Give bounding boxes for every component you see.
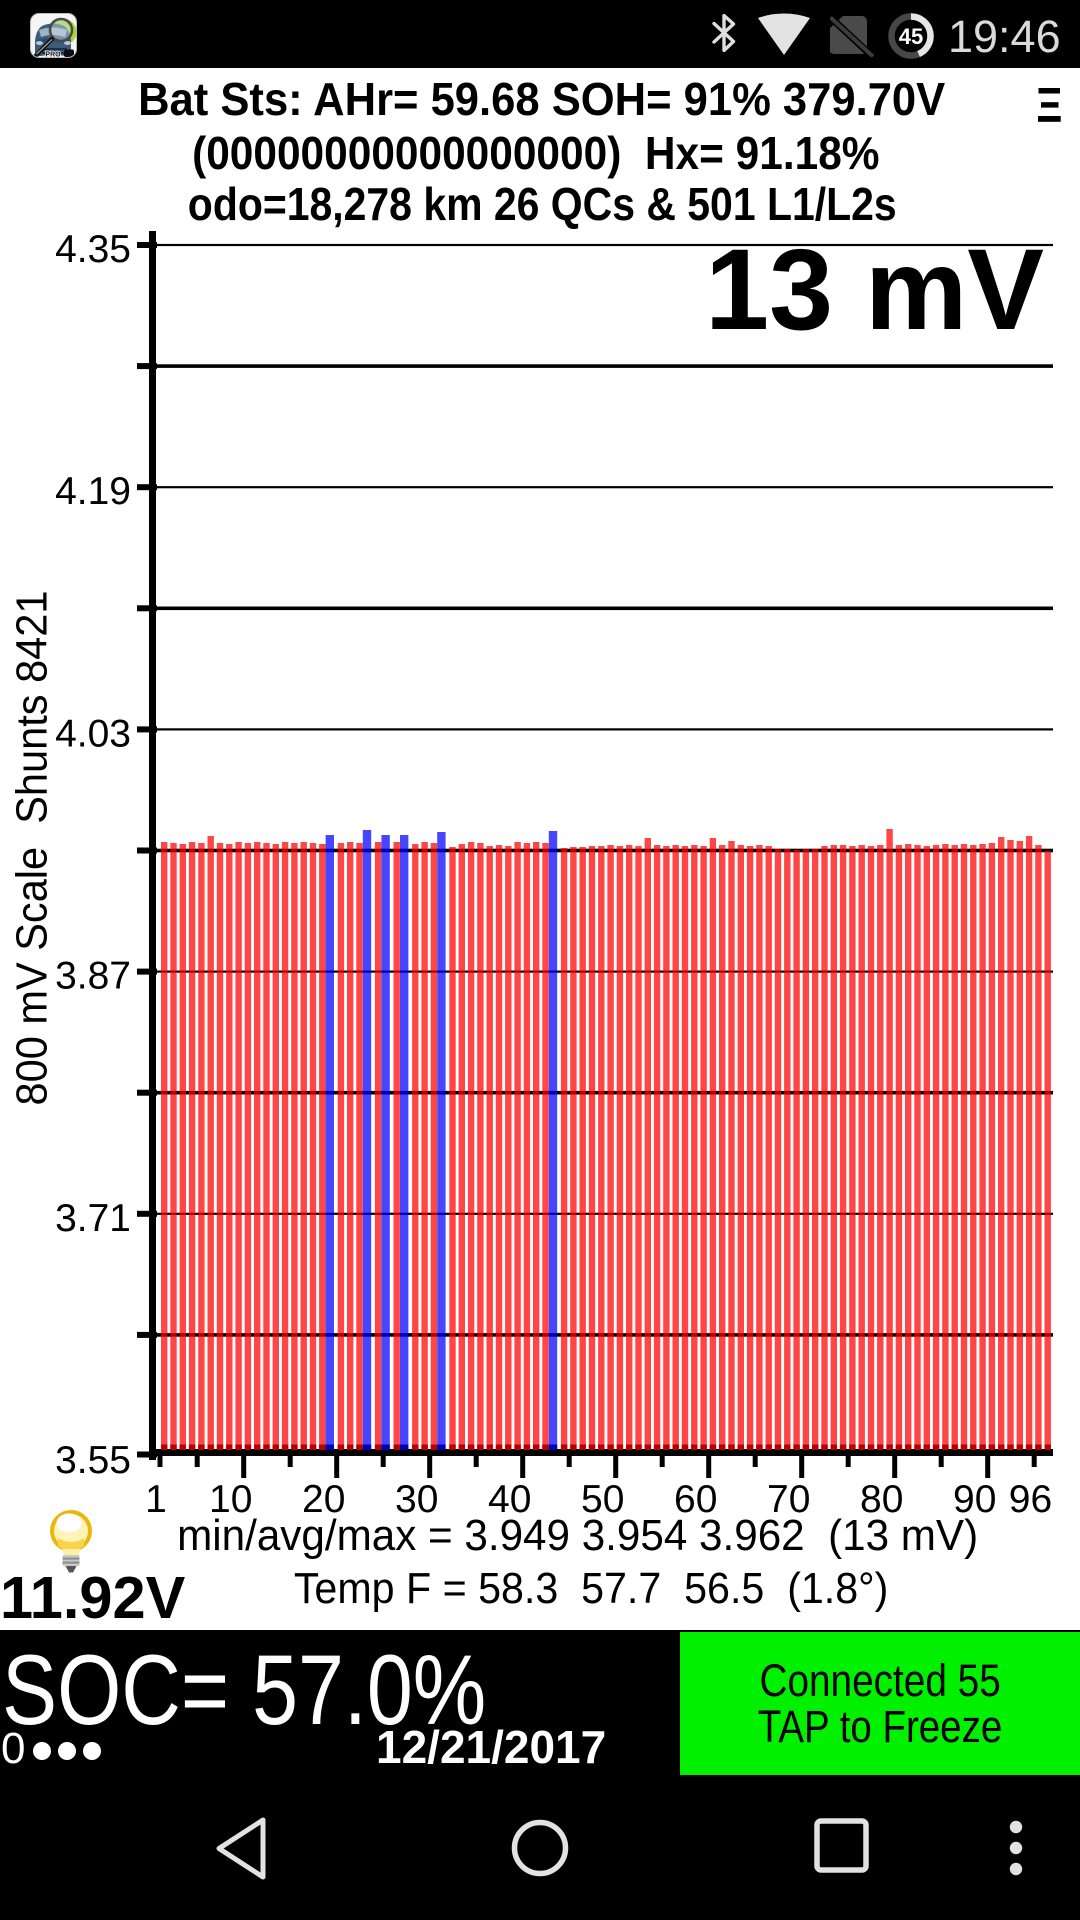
svg-text:40: 40: [488, 1478, 531, 1521]
svg-text:PRO: PRO: [45, 52, 61, 59]
svg-text:80: 80: [860, 1478, 903, 1521]
svg-text:4.03: 4.03: [55, 712, 131, 755]
svg-text:96: 96: [1009, 1478, 1052, 1521]
svg-text:3.87: 3.87: [55, 955, 131, 998]
svg-text:4.19: 4.19: [55, 470, 131, 513]
svg-text:1: 1: [145, 1478, 167, 1521]
svg-text:30: 30: [395, 1478, 438, 1521]
svg-text:20: 20: [302, 1478, 345, 1521]
svg-text:4.35: 4.35: [55, 228, 131, 271]
svg-text:800 mV Scale Shunts 8421: 800 mV Scale Shunts 8421: [8, 591, 57, 1106]
svg-text:10: 10: [209, 1478, 252, 1521]
svg-text:45: 45: [899, 24, 923, 49]
svg-text:90: 90: [953, 1478, 996, 1521]
svg-text:3.71: 3.71: [55, 1197, 131, 1240]
svg-text:50: 50: [581, 1478, 624, 1521]
svg-text:60: 60: [674, 1478, 717, 1521]
svg-text:70: 70: [767, 1478, 810, 1521]
svg-text:3.55: 3.55: [55, 1439, 131, 1482]
